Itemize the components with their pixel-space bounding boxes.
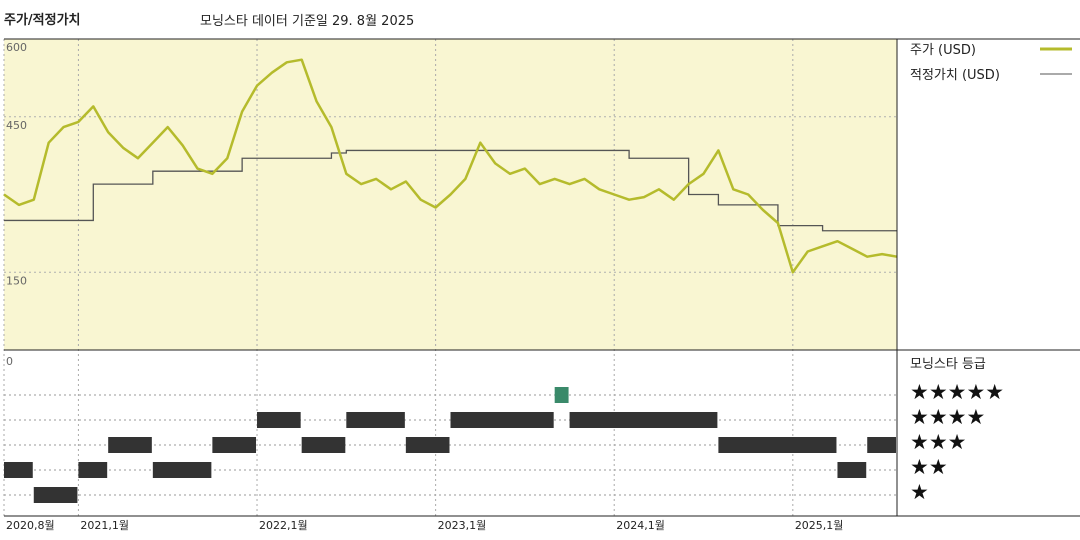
- rating-history: [4, 387, 896, 503]
- x-tick-label: 2021,1월: [80, 519, 129, 532]
- price-line: [3, 58, 898, 274]
- y-tick-label: 600: [6, 41, 27, 54]
- star-label-2: ★★: [910, 455, 948, 479]
- rating-bar: [450, 412, 554, 428]
- star-label-1: ★: [910, 480, 929, 504]
- x-tick-label: 2025,1월: [795, 519, 844, 532]
- rating-bar: [554, 387, 569, 403]
- rating-legend-title: 모닝스타 등급: [910, 357, 986, 372]
- legend-fair-value-label: 적정가치 (USD): [910, 68, 1000, 83]
- data-date-subtitle: 모닝스타 데이터 기준일 29. 8월 2025: [200, 14, 415, 29]
- chart-title: 주가/적정가치: [4, 13, 81, 28]
- x-tick-label: 2023,1월: [438, 519, 487, 532]
- rating-bar: [4, 462, 33, 478]
- rating-bar: [867, 437, 896, 453]
- rating-bar: [152, 462, 212, 478]
- rating-bar: [301, 437, 346, 453]
- star-label-4: ★★★★: [910, 405, 985, 429]
- rating-bar: [405, 437, 450, 453]
- rating-bar: [108, 437, 152, 453]
- x-tick-label: 2020,8월: [6, 519, 55, 532]
- y-tick-label: 150: [6, 274, 27, 287]
- legend-price-label: 주가 (USD): [910, 43, 976, 58]
- axis-ticks: 0 150 450 600 2020,8월 2021,1월 2022,1월 2023,1월 20…: [6, 41, 843, 532]
- fair-value-line: [4, 149, 897, 232]
- rating-bar: [33, 487, 78, 503]
- rating-bar: [718, 437, 837, 453]
- rating-bar: [569, 412, 718, 428]
- rating-bar: [346, 412, 405, 428]
- x-tick-label: 2024,1월: [616, 519, 665, 532]
- y-tick-label: 0: [6, 355, 13, 368]
- y-tick-label: 450: [6, 119, 27, 132]
- fair-value-series: [4, 149, 897, 232]
- rating-bar: [257, 412, 301, 428]
- x-tick-label: 2022,1월: [259, 519, 308, 532]
- star-label-3: ★★★: [910, 430, 966, 454]
- rating-bar: [212, 437, 257, 453]
- rating-bar: [837, 462, 867, 478]
- rating-bar: [78, 462, 108, 478]
- price-series: [3, 58, 898, 274]
- star-label-5: ★★★★★: [910, 380, 1004, 404]
